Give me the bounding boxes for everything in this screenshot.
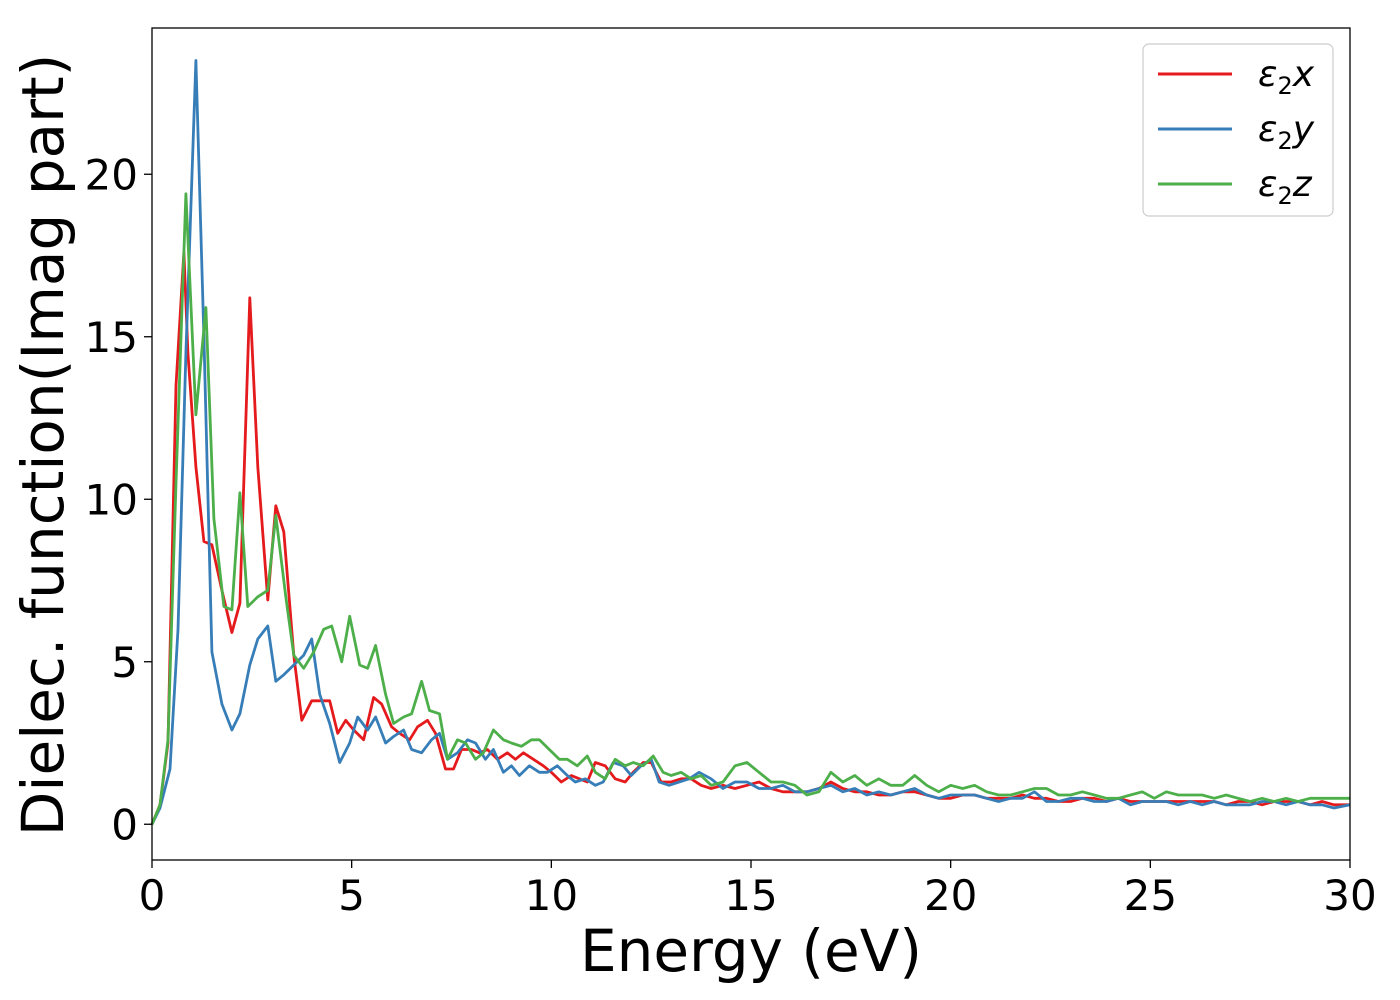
legend-label-x: ε2x <box>1258 54 1315 100</box>
legend-box <box>1142 43 1334 217</box>
legend-label-z: ε2z <box>1258 164 1313 210</box>
x-tick-label: 15 <box>724 871 777 920</box>
y-tick-label: 10 <box>85 475 138 524</box>
x-tick-label: 30 <box>1323 871 1376 920</box>
legend: ε2x ε2y ε2z <box>1142 43 1334 217</box>
legend-label-y: ε2y <box>1258 109 1315 155</box>
series-layer <box>150 59 1351 825</box>
y-tick-label: 20 <box>85 150 138 199</box>
x-tick-label: 25 <box>1124 871 1177 920</box>
y-axis-title: Dielec. function(Imag part) <box>9 54 77 837</box>
x-tick-label: 5 <box>338 871 365 920</box>
y-tick-label: 15 <box>85 313 138 362</box>
series-line-z <box>150 192 1350 825</box>
y-tick-label: 5 <box>111 638 138 687</box>
y-tick-label: 0 <box>111 800 138 849</box>
x-tick-label: 10 <box>525 871 578 920</box>
x-tick-label: 20 <box>924 871 977 920</box>
y-axis: 0 5 10 15 20 <box>85 150 152 849</box>
x-axis-title: Energy (eV) <box>580 917 922 985</box>
x-axis: 0 5 10 15 20 25 30 <box>139 860 1377 920</box>
x-tick-label: 0 <box>139 871 166 920</box>
